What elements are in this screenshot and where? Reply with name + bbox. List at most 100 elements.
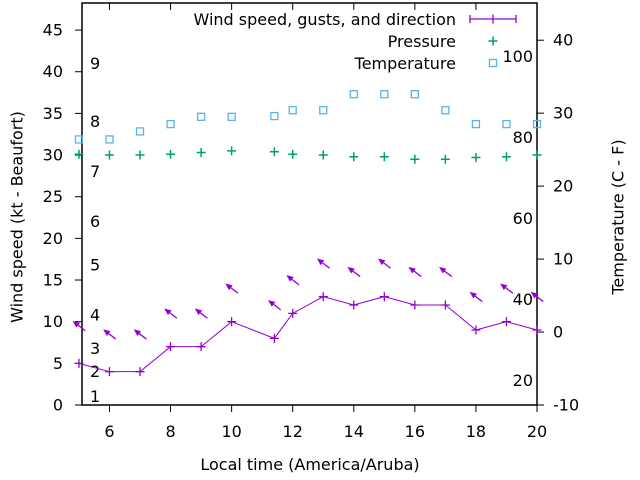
x-tick-label: 14 [344,422,364,441]
temperature-point [380,90,389,99]
plus-glyph [488,36,498,46]
x-tick-label: 16 [405,422,425,441]
gust-arrow-shaft [474,295,483,303]
pressure-point [532,150,542,160]
pressure-series [74,146,542,164]
pressure-point [269,147,279,157]
gust-arrow-shaft [383,262,392,269]
wind-speed-line [78,296,538,373]
beaufort-scale-label: 7 [90,162,100,181]
wind-speed-point [227,317,237,327]
gust-arrow-head [286,275,294,282]
y-right-tick-label: 20 [553,177,573,196]
gust-arrow-head [194,308,203,316]
fahrenheit-scale-label: 80 [513,128,533,147]
gust-arrow-shaft [535,295,544,303]
x-tick-label: 10 [221,422,241,441]
pressure-point [166,149,176,159]
temperature-point [166,119,175,129]
gust-arrow-head [500,283,508,291]
temperature-point [319,106,328,115]
legend: Wind speed, gusts, and direction Pressure… [193,8,517,74]
pressure-point [196,148,206,158]
pressure-point [410,154,420,164]
x-tick-label: 8 [165,422,175,441]
temperature-point [502,119,511,129]
wind-speed-point [471,325,481,335]
temperature-point [135,127,145,136]
temperature-point [270,111,279,121]
wind-speed-point [288,308,298,318]
x-tick-label: 12 [283,422,303,441]
wind-speed-point [269,333,279,343]
wind-speed-point [196,342,206,352]
legend-marker-temperature-icon [469,56,517,70]
gust-arrow-head [469,291,477,299]
y-axis-left-title: Wind speed (kt - Beaufort) [7,111,27,323]
gust-arrow-head [377,258,386,266]
y-left-tick-label: 0 [53,396,63,415]
gust-arrow-head [530,291,539,299]
wind-speed-point [135,367,145,377]
legend-label-pressure: Pressure [387,31,456,51]
wind-speed-point [166,342,176,352]
y-axis-right-title: Temperature (C - F) [608,139,628,295]
gust-arrow-shaft [273,303,282,311]
temperature-point [196,112,206,121]
gust-arrow-shaft [169,312,178,319]
x-axis-title: Local time (America/Aruba) [200,455,420,474]
y-left-tick-label: 30 [43,146,63,165]
gust-arrow-shaft [230,287,239,294]
wind-speed-point [440,300,450,310]
gust-arrow-head [103,329,111,336]
pressure-point [288,149,298,159]
legend-label-wind: Wind speed, gusts, and direction [193,9,456,29]
gust-arrow-shaft [199,312,208,319]
gust-arrow-shaft [77,324,86,332]
y-left-tick-label: 35 [43,104,63,123]
wind-speed-point [379,292,389,302]
pressure-point [440,154,450,164]
gust-arrow-shaft [413,270,422,278]
gust-arrow-shaft [505,287,514,294]
legend-label-temperature: Temperature [354,53,456,73]
temperature-point [74,135,84,144]
y-left-tick-label: 10 [43,312,63,331]
y-right-tick-label: -10 [553,396,579,415]
temperature-point [471,119,481,129]
legend-item-temperature: Temperature [193,52,517,74]
y-right-tick-label: 30 [553,104,573,123]
temperature-point [105,135,114,144]
legend-item-pressure: Pressure [193,30,517,52]
y-right-tick-label: 10 [553,250,573,269]
legend-marker-wind-icon [469,12,517,26]
gust-arrow-shaft [352,270,361,278]
fahrenheit-scale-label: 20 [513,371,533,390]
beaufort-scale-label: 4 [90,306,100,325]
gust-arrow-head [72,320,80,328]
y-left-tick-label: 20 [43,229,63,248]
gust-arrow-head [164,308,172,316]
legend-item-wind: Wind speed, gusts, and direction [193,8,517,30]
x-tick-label: 20 [527,422,547,441]
beaufort-scale-label: 8 [90,112,100,131]
wind-speed-point [532,325,542,335]
pressure-point [74,149,84,159]
beaufort-scale-label: 1 [90,387,100,406]
open-square-glyph [488,58,498,68]
wind-speed-point [501,317,511,327]
temperature-series [74,90,542,144]
fahrenheit-scale-label: 60 [513,209,533,228]
temperature-point [227,112,236,121]
temperature-point [532,119,542,129]
plot-border [81,2,538,406]
gust-arrow-shaft [322,262,330,269]
wind-speed-point [410,300,420,310]
y-left-tick-label: 40 [43,62,63,81]
gust-arrow-head [133,329,142,336]
pressure-point [501,152,511,162]
y-right-tick-label: 40 [553,31,573,50]
beaufort-scale-label: 3 [90,339,100,358]
